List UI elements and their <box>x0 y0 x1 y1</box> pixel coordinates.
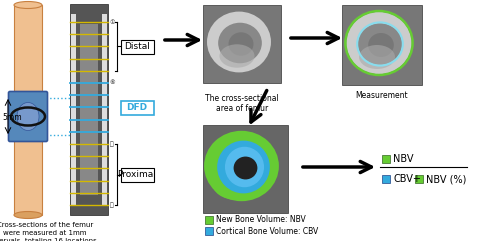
Text: Cortical Bone Volume: CBV: Cortical Bone Volume: CBV <box>216 227 318 235</box>
Text: The cross-sectional
area of femur: The cross-sectional area of femur <box>205 94 279 114</box>
Ellipse shape <box>359 45 395 69</box>
Bar <box>342 5 422 85</box>
Text: ⑥: ⑥ <box>110 80 116 86</box>
Ellipse shape <box>220 44 254 68</box>
Bar <box>382 175 390 183</box>
Ellipse shape <box>204 131 279 201</box>
Bar <box>205 216 213 224</box>
Bar <box>71 14 76 205</box>
Ellipse shape <box>14 212 42 219</box>
Text: ⑪: ⑪ <box>110 141 114 147</box>
FancyBboxPatch shape <box>8 92 48 141</box>
Bar <box>205 227 213 235</box>
Ellipse shape <box>218 23 262 63</box>
Bar <box>14 5 42 215</box>
Bar <box>415 175 423 183</box>
Text: Cross-sections of the femur
were measured at 1mm
intervals, totaling 16 location: Cross-sections of the femur were measure… <box>0 222 100 241</box>
Text: Distal: Distal <box>124 42 150 51</box>
Ellipse shape <box>358 23 403 65</box>
Ellipse shape <box>217 141 270 193</box>
Bar <box>203 5 281 83</box>
FancyBboxPatch shape <box>120 40 154 54</box>
Bar <box>80 24 98 195</box>
Bar <box>203 125 288 213</box>
Ellipse shape <box>234 157 258 180</box>
Text: Proximal: Proximal <box>118 170 156 179</box>
Text: NBV (%): NBV (%) <box>426 174 467 184</box>
Bar <box>382 155 390 163</box>
Ellipse shape <box>368 33 394 57</box>
Bar <box>70 4 108 215</box>
Ellipse shape <box>212 166 259 200</box>
Text: Measurement: Measurement <box>356 91 408 100</box>
Ellipse shape <box>207 12 271 72</box>
Ellipse shape <box>17 102 39 130</box>
Text: NBV: NBV <box>393 154 413 164</box>
Bar <box>102 14 107 205</box>
Text: ①: ① <box>110 20 116 25</box>
Text: New Bone Volume: NBV: New Bone Volume: NBV <box>216 215 306 225</box>
Text: ⑯: ⑯ <box>110 202 114 208</box>
FancyBboxPatch shape <box>120 101 154 115</box>
Text: CBV+: CBV+ <box>393 174 421 184</box>
FancyBboxPatch shape <box>120 168 154 182</box>
Text: 5mm: 5mm <box>2 113 21 122</box>
Ellipse shape <box>346 12 412 74</box>
Ellipse shape <box>225 147 264 187</box>
Ellipse shape <box>14 1 42 8</box>
Text: DFD: DFD <box>126 103 148 112</box>
Ellipse shape <box>228 32 254 56</box>
